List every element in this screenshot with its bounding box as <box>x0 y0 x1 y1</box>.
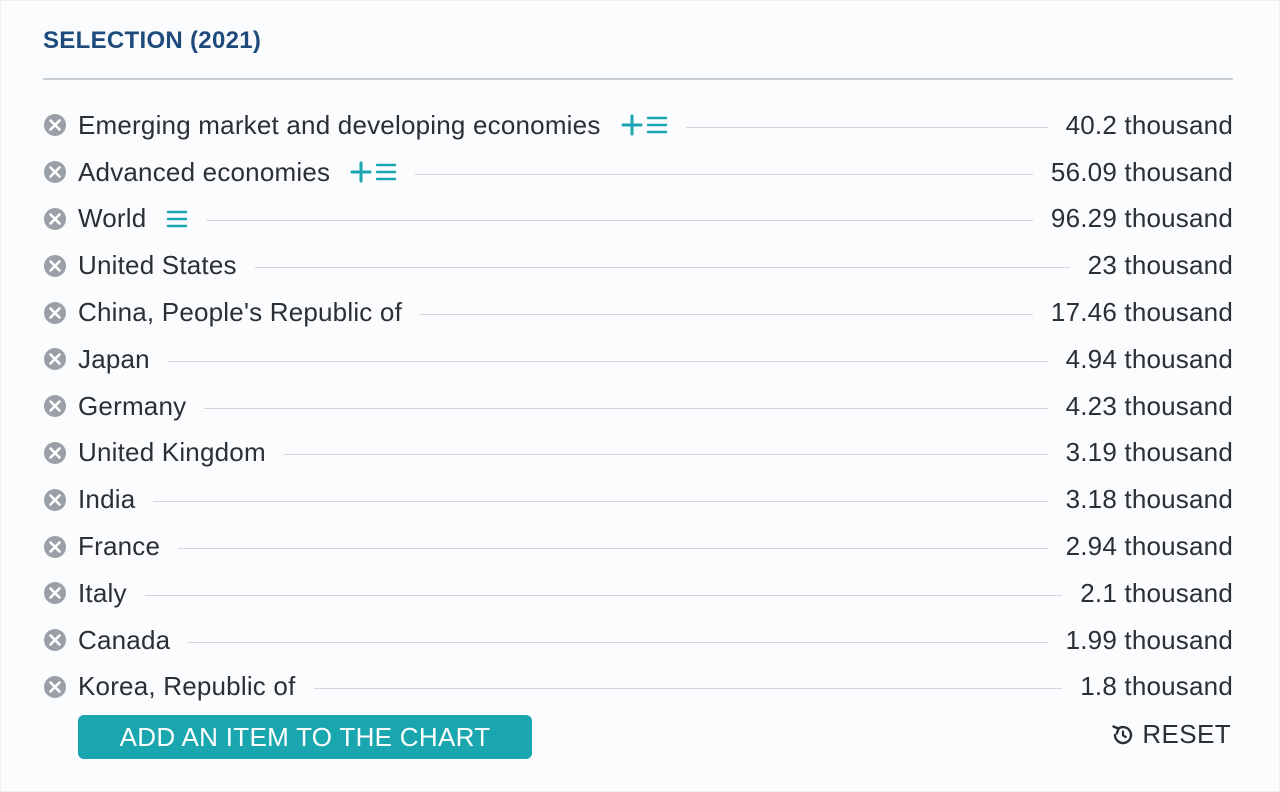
list-item: Japan 4.94 thousand <box>43 336 1233 383</box>
list-item: Advanced economies 56.09 thousand <box>43 149 1233 196</box>
leader-line <box>204 407 1048 409</box>
item-value: 40.2 thousand <box>1065 109 1233 140</box>
item-value: 56.09 thousand <box>1050 156 1233 187</box>
list-item: France 2.94 thousand <box>43 523 1233 570</box>
plus-icon[interactable] <box>621 114 643 136</box>
reset-label: RESET <box>1142 719 1231 749</box>
leader-line <box>283 454 1048 456</box>
list-item: China, People's Republic of 17.46 thousan… <box>43 289 1233 336</box>
list-icon[interactable] <box>166 208 188 230</box>
list-icon[interactable] <box>646 114 668 136</box>
list-item: Canada 1.99 thousand <box>43 617 1233 664</box>
item-name: United Kingdom <box>78 437 266 468</box>
remove-icon[interactable] <box>43 347 67 371</box>
remove-icon[interactable] <box>43 254 67 278</box>
item-name: India <box>78 484 136 515</box>
item-name: Advanced economies <box>78 156 331 187</box>
item-name: Japan <box>78 343 150 374</box>
list-item: India 3.18 thousand <box>43 476 1233 523</box>
list-item: United Kingdom 3.19 thousand <box>43 430 1233 477</box>
item-name: France <box>78 531 161 562</box>
reset-icon <box>1110 722 1136 748</box>
item-actions <box>166 208 188 230</box>
remove-icon[interactable] <box>43 301 67 325</box>
leader-line <box>188 641 1048 643</box>
item-value: 4.23 thousand <box>1065 390 1233 421</box>
item-name: United States <box>78 250 237 281</box>
list-item: United States 23 thousand <box>43 242 1233 289</box>
remove-icon[interactable] <box>43 535 67 559</box>
list-icon[interactable] <box>375 161 397 183</box>
selection-list: Emerging market and developing economies… <box>43 102 1233 710</box>
remove-icon[interactable] <box>43 160 67 184</box>
item-name: Emerging market and developing economies <box>78 109 601 140</box>
leader-line <box>254 267 1070 269</box>
leader-line <box>178 548 1048 550</box>
item-value: 96.29 thousand <box>1050 203 1233 234</box>
item-name: China, People's Republic of <box>78 297 403 328</box>
leader-line <box>313 688 1063 690</box>
reset-button[interactable]: RESET <box>1110 719 1231 750</box>
item-actions <box>621 114 668 136</box>
leader-line <box>153 501 1048 503</box>
title-divider <box>43 78 1233 80</box>
item-name: World <box>78 203 147 234</box>
item-value: 2.94 thousand <box>1065 531 1233 562</box>
item-name: Canada <box>78 624 171 655</box>
add-item-button[interactable]: ADD AN ITEM TO THE CHART <box>78 715 532 759</box>
list-item: Italy 2.1 thousand <box>43 570 1233 617</box>
item-value: 2.1 thousand <box>1080 577 1233 608</box>
remove-icon[interactable] <box>43 581 67 605</box>
leader-line <box>167 360 1048 362</box>
remove-icon[interactable] <box>43 394 67 418</box>
remove-icon[interactable] <box>43 628 67 652</box>
list-item: World 96.29 thousand <box>43 196 1233 243</box>
item-name: Korea, Republic of <box>78 671 296 702</box>
item-name: Italy <box>78 577 127 608</box>
item-value: 4.94 thousand <box>1065 343 1233 374</box>
item-value: 1.8 thousand <box>1080 671 1233 702</box>
panel-title: SELECTION (2021) <box>43 27 262 54</box>
remove-icon[interactable] <box>43 675 67 699</box>
item-value: 1.99 thousand <box>1065 624 1233 655</box>
list-item: Emerging market and developing economies… <box>43 102 1233 149</box>
leader-line <box>206 220 1033 222</box>
leader-line <box>685 126 1048 128</box>
item-actions <box>350 161 397 183</box>
remove-icon[interactable] <box>43 441 67 465</box>
item-value: 17.46 thousand <box>1050 297 1233 328</box>
list-item: Germany 4.23 thousand <box>43 383 1233 430</box>
list-item: Korea, Republic of 1.8 thousand <box>43 664 1233 711</box>
leader-line <box>144 594 1063 596</box>
remove-icon[interactable] <box>43 113 67 137</box>
remove-icon[interactable] <box>43 207 67 231</box>
remove-icon[interactable] <box>43 488 67 512</box>
item-value: 3.19 thousand <box>1065 437 1233 468</box>
item-name: Germany <box>78 390 187 421</box>
leader-line <box>420 314 1033 316</box>
item-value: 3.18 thousand <box>1065 484 1233 515</box>
plus-icon[interactable] <box>350 161 372 183</box>
leader-line <box>415 173 1033 175</box>
item-value: 23 thousand <box>1087 250 1233 281</box>
